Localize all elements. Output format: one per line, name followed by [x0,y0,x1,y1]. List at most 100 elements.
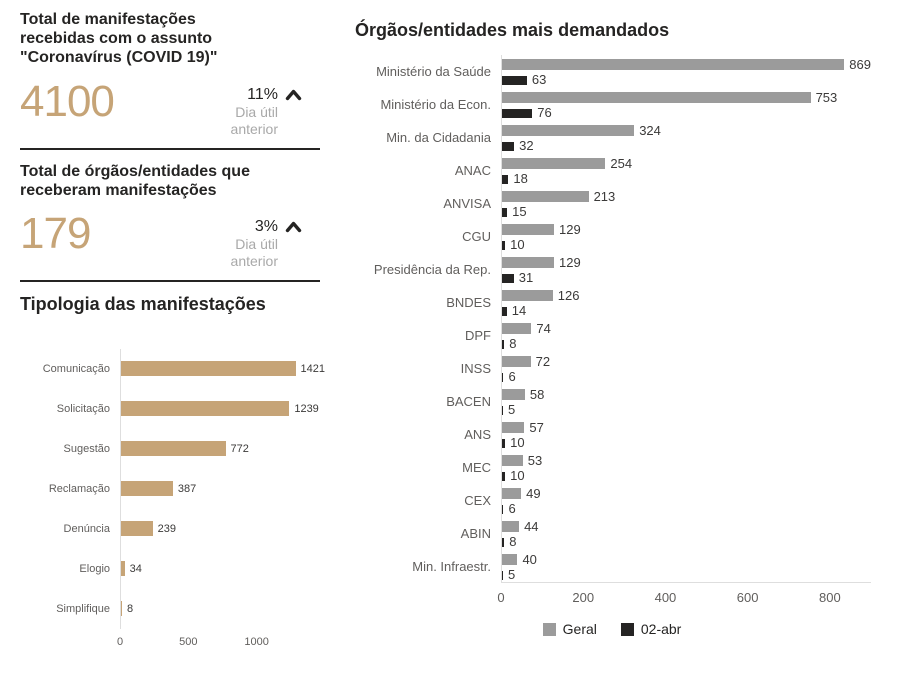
bar[interactable] [501,339,505,349]
trend-up-icon [285,220,302,270]
bar[interactable] [501,570,504,580]
bar-value-label: 1421 [300,362,325,375]
chart-row: BACEN 58 5 [353,385,871,418]
bar[interactable] [501,306,507,316]
bar-value-label: 10 [510,467,525,483]
chart-row: Reclamação 387 [20,469,345,509]
bar[interactable] [501,157,606,169]
bar[interactable] [501,124,635,136]
orgaos-chart-title: Órgãos/entidades mais demandados [355,20,670,40]
bar[interactable] [501,207,508,217]
bar[interactable] [501,289,553,301]
bar-value-label: 254 [610,155,633,171]
bar[interactable] [120,401,290,417]
plot-area: 74 8 [501,321,871,351]
bar[interactable] [120,561,125,577]
plot-area: 387 [120,481,325,497]
bar[interactable] [501,91,811,103]
plot-area: 72 6 [501,354,871,384]
orgaos-chart: Ministério da Saúde 869 63 Ministério da Ec… [353,55,911,637]
bar[interactable] [120,361,296,377]
kpi-title: Total de manifestações recebidas com o a… [20,11,218,67]
bar[interactable] [501,273,514,283]
bar[interactable] [501,190,589,202]
bar-value-label: 49 [526,485,541,501]
plot-area: 239 [120,521,325,537]
bar-value-label: 239 [157,522,177,535]
plot-area: 49 6 [501,486,871,516]
bar-value-label: 10 [510,236,525,252]
bar[interactable] [501,372,504,382]
bar[interactable] [501,405,504,415]
bar-value-label: 18 [513,170,528,186]
chart-row: INSS 72 6 [353,352,871,385]
chart-row: Denúncia 239 [20,509,345,549]
legend-item-02abr[interactable]: 02-abr [620,621,681,637]
x-tick-label: 400 [654,590,677,605]
chart-row: BNDES 126 14 [353,286,871,319]
bar[interactable] [120,521,153,537]
bar-value-label: 32 [519,137,534,153]
plot-area: 324 32 [501,123,871,153]
bar-value-label: 5 [508,566,516,582]
plot-area: 1421 [120,361,325,377]
category-label: Solicitação [56,402,110,415]
bar-value-label: 129 [559,254,581,270]
chart-row: Min. da Cidadania 324 32 [353,121,871,154]
category-label: INSS [460,361,491,376]
bar[interactable] [501,108,533,118]
bar[interactable] [501,141,515,151]
legend-label-geral: Geral [562,621,597,637]
bar[interactable] [501,471,506,481]
bar[interactable] [501,421,525,433]
bar-value-label: 8 [509,533,517,549]
bar[interactable] [501,388,525,400]
x-tick-label: 500 [179,635,198,648]
legend-item-geral[interactable]: Geral [542,621,597,637]
bar[interactable] [501,256,555,268]
x-tick-label: 600 [736,590,759,605]
bar[interactable] [501,240,506,250]
bar[interactable] [501,174,509,184]
plot-area: 8 [120,601,325,617]
bar[interactable] [501,75,527,85]
chart-row: Elogio 34 [20,549,345,589]
category-label: Denúncia [63,522,110,535]
chart-row: DPF 74 8 [353,319,871,352]
bar-value-label: 57 [529,419,544,435]
plot-area: 129 31 [501,255,871,285]
x-tick-label: 0 [116,635,124,648]
legend-swatch-02abr [620,622,634,636]
bar[interactable] [501,223,555,235]
category-label: Simplifique [56,602,110,615]
bar-value-label: 31 [518,269,534,285]
bar[interactable] [120,481,173,497]
bar[interactable] [501,504,504,514]
bar[interactable] [501,520,520,532]
bar[interactable] [501,487,522,499]
category-label: BNDES [446,295,491,310]
bar-value-label: 53 [527,452,543,468]
bar[interactable] [501,322,532,334]
plot-area: 57 10 [501,420,871,450]
bar[interactable] [501,537,505,547]
plot-area: 53 10 [501,453,871,483]
bar-value-label: 1239 [294,402,319,415]
bar[interactable] [120,601,122,617]
kpi-delta-percent: 3% [254,217,278,235]
chart-row: Comunicação 1421 [20,349,345,389]
bar[interactable] [501,58,845,70]
plot-area: 254 18 [501,156,871,186]
chart-row: Min. Infraestr. 40 5 [353,550,871,583]
right-column: Órgãos/entidades mais demandados Ministé… [345,0,911,676]
bar[interactable] [501,454,523,466]
bar-value-label: 76 [537,104,552,120]
bar[interactable] [501,553,518,565]
bar[interactable] [501,438,506,448]
bar[interactable] [120,441,226,457]
category-label: Ministério da Saúde [376,64,491,79]
plot-area: 1239 [120,401,325,417]
bar[interactable] [501,355,531,367]
bar-value-label: 6 [508,368,516,384]
